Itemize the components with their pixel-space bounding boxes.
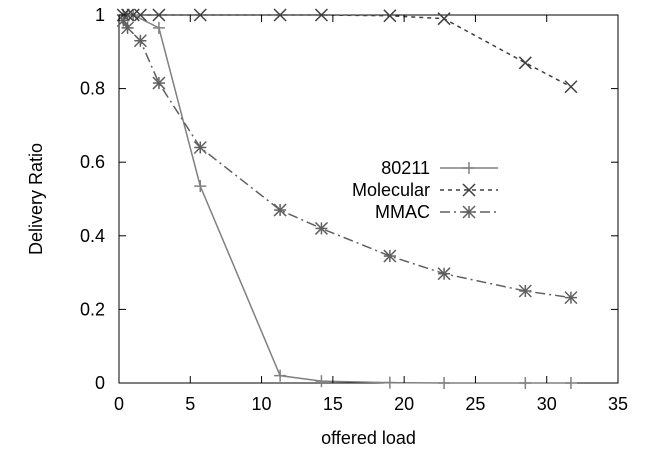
x-tick-label: 25 [465,394,485,414]
series-molecular [116,8,578,94]
data-point [121,21,135,35]
legend-label: Molecular [352,180,430,200]
plot-border [118,14,619,384]
y-tick-label: 0 [95,373,105,393]
data-point [273,8,287,22]
x-axis-label: offered load [321,428,416,448]
data-point [314,221,328,235]
data-point [383,9,397,23]
data-point [564,291,578,305]
series-layer [116,8,578,389]
series-line [123,14,572,88]
y-tick-label: 0.4 [80,226,105,246]
legend-entry: MMAC [375,202,498,222]
x-tick-label: 35 [608,394,628,414]
legend-marker [462,205,476,219]
y-axis-label: Delivery Ratio [26,143,46,255]
data-point [133,34,147,48]
data-point [518,284,532,298]
series-line [122,20,572,299]
data-point [519,377,532,389]
series-line [123,14,571,384]
legend-marker [463,162,475,174]
data-point [194,180,207,193]
series-80211 [117,9,577,389]
data-point [133,8,147,22]
data-point [438,377,451,389]
data-point [437,267,451,281]
data-point [383,249,397,263]
y-tick-label: 0.8 [80,79,105,99]
data-point [437,12,451,26]
y-tick-label: 1 [95,5,105,25]
data-point [383,376,396,389]
data-point [152,21,165,34]
series-mmac [116,13,578,305]
data-point [564,80,578,94]
x-tick-label: 5 [185,394,195,414]
data-point [273,203,287,217]
legend-label: 80211 [381,158,430,178]
y-tick-label: 0.2 [80,299,105,319]
data-point [152,8,166,22]
data-point [315,375,328,388]
x-tick-label: 10 [252,394,272,414]
data-point [152,76,166,90]
x-tick-label: 15 [323,394,343,414]
x-tick-label: 20 [394,394,414,414]
plot-frame [118,14,619,384]
data-point [193,140,207,155]
tick-layer: 0 5 10 15 20 25 30 35 0 0.2 0.4 0.6 0.8 1 [80,5,628,414]
x-tick-label: 30 [537,394,557,414]
data-point [564,377,577,389]
legend-entry: Molecular [352,180,498,200]
data-point [518,56,532,70]
x-tick-label: 0 [114,394,124,414]
data-point [274,369,287,382]
legend-marker [462,183,476,197]
legend-label: MMAC [375,202,430,222]
y-tick-label: 0.6 [80,152,105,172]
legend-entry: 80211 [381,158,498,178]
data-point [193,8,207,22]
data-point [314,8,328,22]
